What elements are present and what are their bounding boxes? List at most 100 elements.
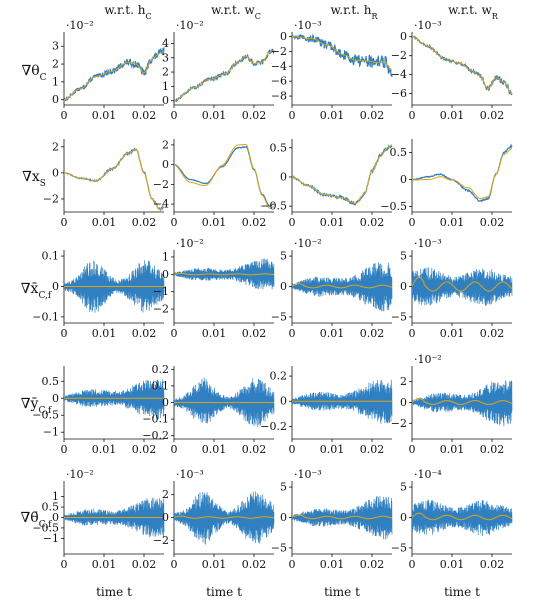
x-tick-label: 0.01: [92, 216, 117, 229]
x-tick-label: 0.02: [242, 327, 267, 340]
x-tick-label: 0: [171, 327, 178, 340]
x-tick-label: 0.02: [360, 443, 385, 456]
y-tick-label: 0: [52, 93, 59, 106]
x-tick-label: 0: [289, 443, 296, 456]
series-a-line: [174, 377, 275, 427]
y-tick-label: −2: [153, 303, 169, 316]
series-b-line: [292, 283, 393, 289]
y-exponent-label: ·10⁻³: [294, 468, 322, 481]
x-tick-label: 0: [61, 109, 68, 122]
y-tick-label: −5: [271, 541, 287, 554]
panel-r2-c2: −4 −2 0 2 0 0.01 0.02: [153, 138, 275, 229]
column-titles: w.r.t. hC w.r.t. wC w.r.t. hR w.r.t. wR: [104, 3, 498, 21]
series-b-line: [292, 36, 393, 71]
row-label-3: ∇x̄C,f: [21, 281, 52, 301]
x-tick-label: 0: [61, 327, 68, 340]
y-exponent-label: ·10⁻³: [414, 19, 442, 32]
series-b-line: [64, 148, 165, 210]
y-tick-label: 5: [400, 481, 407, 494]
panel-r4-c2: −0.2 −0.1 0 0.1 0.2 0 0.01 0.02: [142, 363, 275, 456]
y-tick-label: 1: [52, 490, 59, 503]
x-tick-label: 0.01: [92, 558, 117, 571]
y-tick-label: 0: [52, 166, 59, 179]
y-tick-label: −2: [153, 534, 169, 547]
x-tick-label: 0.02: [242, 216, 267, 229]
y-tick-label: −0.2: [260, 420, 287, 433]
panel-r3-c1: −0.100.10 0.01 0.02: [32, 250, 165, 340]
y-tick-label: 5: [400, 250, 407, 263]
y-tick-label: −5: [391, 310, 407, 323]
panel-r2-c3: −0.500.50 0.01 0.02: [260, 139, 393, 229]
x-tick-label: 0.01: [202, 443, 227, 456]
x-tick-label: 0.02: [242, 558, 267, 571]
x-tick-label: 0.02: [132, 109, 157, 122]
y-tick-label: 1: [162, 80, 169, 93]
y-tick-label: −8: [271, 90, 287, 103]
y-exponent-label: ·10⁻³: [414, 237, 442, 250]
y-tick-label: 0: [162, 268, 169, 281]
col-title-3: w.r.t. hR: [330, 3, 378, 21]
x-tick-label: 0.02: [360, 109, 385, 122]
series-b-line: [412, 276, 513, 292]
y-tick-label: −5: [391, 541, 407, 554]
x-tick-label: 0: [289, 216, 296, 229]
y-tick-label: −1: [43, 426, 59, 439]
y-tick-label: 0.2: [270, 370, 288, 383]
y-tick-label: 0: [400, 396, 407, 409]
y-tick-label: 2: [162, 66, 169, 79]
y-tick-label: 5: [280, 250, 287, 263]
y-tick-label: 1: [52, 75, 59, 88]
y-tick-label: 4: [162, 37, 169, 50]
x-tick-label: 0.02: [132, 327, 157, 340]
x-tick-label: 0.02: [480, 216, 505, 229]
series-a-line: [412, 380, 513, 427]
x-tick-label: 0: [61, 443, 68, 456]
x-tick-label: 0.01: [440, 327, 465, 340]
x-tick-label: 0.02: [360, 327, 385, 340]
y-exponent-label: ·10⁻³: [176, 468, 204, 481]
x-tick-label: 0: [61, 558, 68, 571]
y-tick-label: 0: [280, 511, 287, 524]
x-tick-label: 0.01: [320, 327, 345, 340]
x-tick-label: 0: [61, 216, 68, 229]
x-tick-label: 0: [289, 558, 296, 571]
x-axis-label-4: time t: [444, 585, 480, 599]
y-tick-label: −2: [271, 45, 287, 58]
y-tick-label: 2: [52, 140, 59, 153]
series-a-line: [292, 379, 393, 424]
y-tick-label: −2: [391, 417, 407, 430]
y-tick-label: 0: [162, 94, 169, 107]
x-tick-label: 0: [171, 216, 178, 229]
x-tick-label: 0: [409, 216, 416, 229]
series-a-line: [412, 267, 513, 306]
x-tick-label: 0: [409, 109, 416, 122]
col-title-2: w.r.t. wC: [211, 3, 261, 21]
series-b-line: [174, 515, 274, 519]
y-tick-label: −1: [153, 285, 169, 298]
y-tick-label: 0: [280, 395, 287, 408]
y-exponent-label: ·10⁻⁴: [414, 468, 442, 481]
x-tick-label: 0.01: [92, 443, 117, 456]
x-tick-label: 0.02: [132, 443, 157, 456]
col-title-1: w.r.t. hC: [104, 3, 151, 21]
y-tick-label: 2: [400, 375, 407, 388]
y-tick-label: 0: [162, 158, 169, 171]
y-tick-label: −6: [391, 87, 407, 100]
x-tick-label: 0: [171, 109, 178, 122]
y-tick-label: −0.1: [32, 310, 59, 323]
x-tick-label: 0.01: [92, 109, 117, 122]
series-a-line: [174, 145, 275, 208]
series-a-line: [292, 144, 393, 206]
x-tick-label: 0.02: [480, 327, 505, 340]
x-tick-label: 0: [409, 327, 416, 340]
y-tick-label: 5: [280, 481, 287, 494]
series-a-line: [64, 147, 165, 212]
y-tick-label: −2: [153, 178, 169, 191]
x-tick-label: 0.01: [202, 216, 227, 229]
y-tick-label: −0.5: [260, 200, 287, 213]
